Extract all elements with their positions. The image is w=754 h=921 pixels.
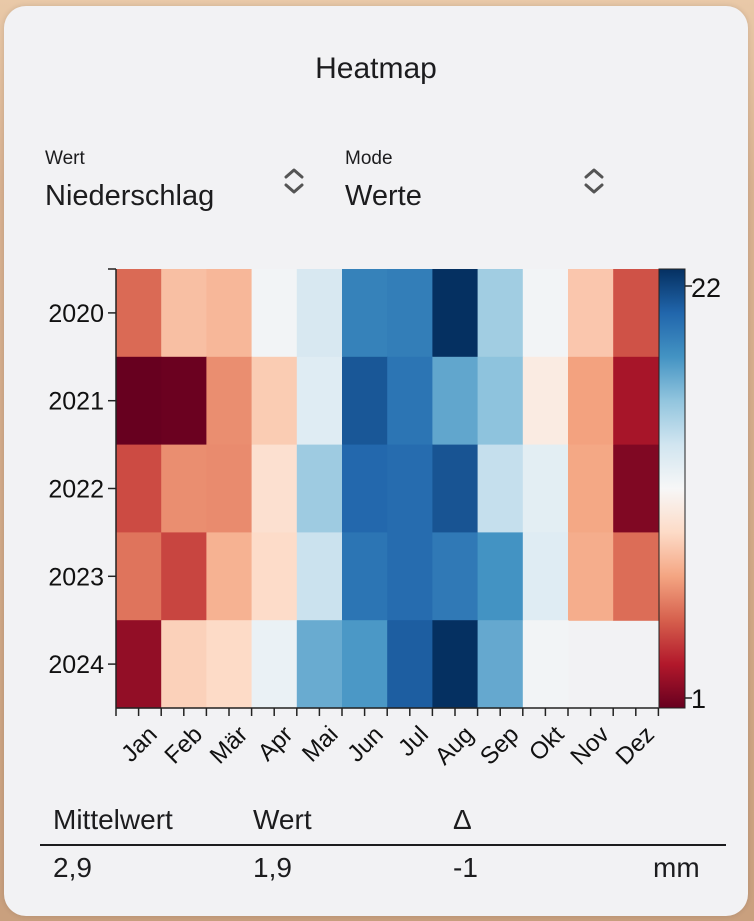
colorbar-min-label: 1 — [691, 684, 706, 714]
heatmap-cell — [342, 532, 388, 621]
heatmap-cell — [522, 444, 569, 533]
heatmap-cell — [251, 356, 298, 446]
heatmap-cell — [161, 620, 207, 709]
heatmap-cell — [613, 269, 659, 358]
heatmap-cell — [296, 620, 343, 709]
heatmap-card: Heatmap Wert Niederschlag Mode Werte — [4, 6, 748, 916]
heatmap-cell — [342, 444, 388, 533]
heatmap-cell — [477, 356, 524, 446]
y-tick-label: 2022 — [48, 476, 104, 504]
heatmap-cell — [206, 356, 253, 446]
wert-picker-label: Wert — [45, 148, 85, 169]
heatmap-cell — [342, 269, 388, 358]
heatmap-cell — [251, 269, 298, 358]
heatmap-cell — [568, 356, 614, 446]
heatmap-cell — [477, 444, 524, 533]
y-tick-label: 2023 — [48, 563, 104, 591]
heatmap-cell — [613, 532, 659, 621]
heatmap-cell — [432, 269, 479, 358]
y-tick-label: 2024 — [48, 651, 104, 679]
heatmap-cell — [342, 620, 388, 709]
heatmap-cell — [613, 356, 659, 446]
page-title: Heatmap — [315, 52, 437, 85]
stats-header-value: Wert — [253, 804, 312, 835]
heatmap-cell — [116, 620, 162, 709]
heatmap-cell — [613, 444, 659, 533]
heatmap-cell — [296, 356, 343, 446]
heatmap-cell — [522, 532, 569, 621]
x-tick-label: Aug — [430, 721, 479, 770]
stats-unit: mm — [653, 852, 700, 883]
heatmap-cell — [522, 269, 569, 358]
x-tick-label: Feb — [160, 721, 208, 769]
heatmap-cell — [206, 444, 253, 533]
stats-divider — [40, 844, 726, 846]
heatmap-cell — [432, 620, 479, 709]
heatmap-cell — [522, 356, 569, 446]
wert-picker-value: Niederschlag — [45, 180, 215, 212]
heatmap-cell — [387, 356, 433, 446]
heatmap-cell — [161, 532, 207, 621]
heatmap-cell — [432, 532, 479, 621]
heatmap-cell — [296, 269, 343, 358]
colorbar — [658, 268, 686, 709]
heatmap-cell — [387, 620, 433, 709]
mode-picker-value: Werte — [345, 180, 422, 212]
heatmap-cell — [568, 444, 614, 533]
x-tick-label: Jan — [116, 721, 162, 767]
heatmap-cell — [206, 269, 253, 358]
x-tick-label: Dez — [611, 721, 660, 770]
heatmap-cell — [568, 269, 614, 358]
heatmap-cell — [296, 532, 343, 621]
heatmap-cell — [387, 269, 433, 358]
x-tick-label: Mai — [297, 721, 343, 767]
heatmap-cell — [161, 356, 207, 446]
chevron-up-down-icon[interactable] — [282, 166, 306, 196]
heatmap-cell — [477, 620, 524, 709]
heatmap-cell — [251, 620, 298, 709]
heatmap-cell — [206, 620, 253, 709]
wert-picker[interactable]: Wert Niederschlag — [45, 148, 325, 228]
x-tick-label: Nov — [565, 721, 614, 770]
heatmap-cell — [522, 620, 569, 709]
heatmap-cell — [161, 444, 207, 533]
heatmap-cell — [432, 356, 479, 446]
mode-picker[interactable]: Mode Werte — [345, 148, 625, 228]
heatmap-cell — [116, 269, 162, 358]
heatmap-cell — [387, 532, 433, 621]
stats-current-value: 1,9 — [253, 852, 292, 883]
heatmap-cell — [477, 269, 524, 358]
y-tick-label: 2020 — [48, 300, 104, 328]
stats-header-mean: Mittelwert — [53, 804, 173, 835]
heatmap-cell — [251, 532, 298, 621]
x-tick-label: Jul — [393, 721, 434, 762]
heatmap-cell — [116, 444, 162, 533]
heatmap-cell — [116, 532, 162, 621]
mode-picker-label: Mode — [345, 148, 393, 169]
y-tick-label: 2021 — [48, 388, 104, 416]
heatmap-cell — [251, 444, 298, 533]
x-tick-label: Apr — [253, 721, 299, 767]
stats-delta-value: -1 — [453, 852, 478, 883]
heatmap-cells — [116, 269, 659, 709]
heatmap-cell — [342, 356, 388, 446]
x-tick-label: Mär — [205, 721, 253, 769]
x-tick-label: Jun — [342, 721, 388, 767]
x-tick-label: Okt — [524, 721, 570, 767]
stats-mean-value: 2,9 — [53, 852, 92, 883]
heatmap-cell — [161, 269, 207, 358]
heatmap-cell — [206, 532, 253, 621]
heatmap-cell — [296, 444, 343, 533]
heatmap-cell — [387, 444, 433, 533]
stats-header-delta: Δ — [453, 804, 472, 835]
heatmap-cell — [568, 532, 614, 621]
colorbar-max-label: 22 — [691, 273, 721, 303]
heatmap-cell — [432, 444, 479, 533]
heatmap-cell — [477, 532, 524, 621]
chevron-up-down-icon[interactable] — [582, 166, 606, 196]
heatmap-cell — [116, 356, 162, 446]
x-tick-label: Sep — [475, 721, 524, 770]
